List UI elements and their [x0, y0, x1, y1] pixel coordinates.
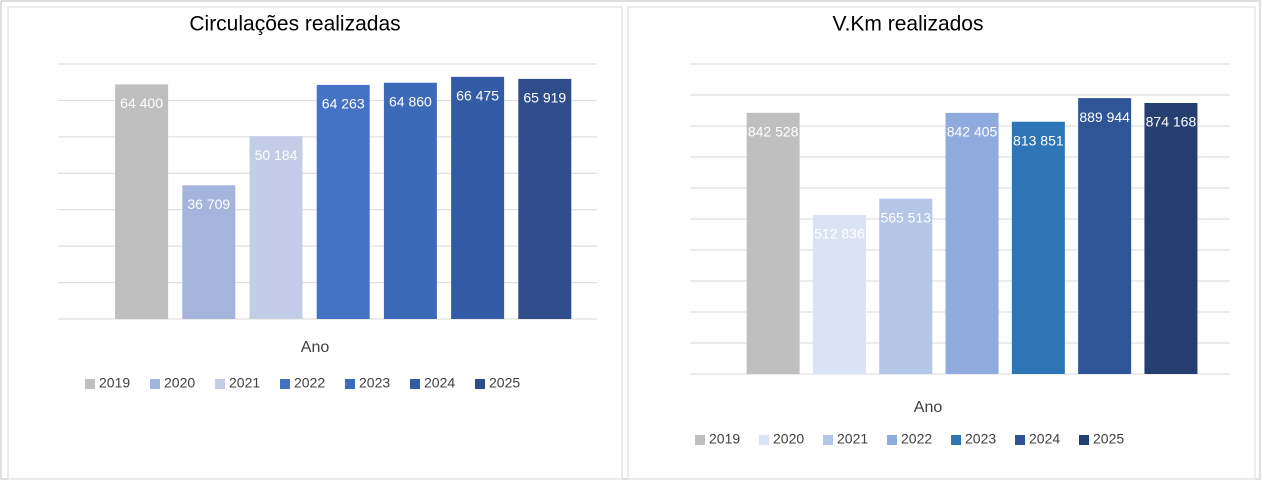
legend-swatch	[85, 379, 95, 389]
legend-label: 2019	[99, 375, 130, 391]
legend-label: 2023	[359, 375, 390, 391]
data-label: 36 709	[187, 196, 230, 212]
bar	[115, 84, 169, 320]
legend-swatch	[410, 379, 420, 389]
bar	[518, 78, 572, 319]
data-label: 64 400	[120, 95, 163, 111]
data-label: 565 513	[880, 209, 931, 225]
legend-label: 2022	[901, 431, 932, 447]
data-label: 512 836	[814, 226, 865, 242]
data-label: 50 184	[255, 147, 298, 163]
data-label: 842 405	[947, 124, 998, 140]
data-label: 64 263	[322, 96, 365, 112]
chart-title: Circulações realizadas	[189, 13, 400, 36]
legend-label: 2020	[773, 431, 804, 447]
legend-label: 2024	[1029, 431, 1060, 447]
bar	[451, 76, 505, 320]
bar	[812, 215, 866, 374]
bar	[945, 112, 999, 375]
legend-swatch	[823, 435, 833, 445]
x-axis-title: Ano	[301, 339, 330, 356]
legend-label: 2021	[837, 431, 868, 447]
bar	[1144, 103, 1198, 374]
legend-swatch	[887, 435, 897, 445]
bar	[879, 198, 933, 374]
legend-swatch	[759, 435, 769, 445]
legend-label: 2024	[424, 375, 455, 391]
legend-label: 2022	[294, 375, 325, 391]
bar	[746, 112, 800, 375]
bar	[383, 82, 437, 319]
bar	[316, 84, 370, 319]
legend-swatch	[951, 435, 961, 445]
bar	[182, 185, 236, 319]
x-axis-title: Ano	[914, 399, 943, 416]
legend-label: 2025	[489, 375, 520, 391]
bar	[1078, 98, 1132, 374]
bar	[1011, 121, 1065, 374]
legend-swatch	[150, 379, 160, 389]
legend-label: 2020	[164, 375, 195, 391]
legend-label: 2023	[965, 431, 996, 447]
data-label: 65 919	[523, 90, 566, 106]
data-label: 66 475	[456, 88, 499, 104]
legend-swatch	[215, 379, 225, 389]
legend-swatch	[1079, 435, 1089, 445]
data-label: 64 860	[389, 93, 432, 109]
data-label: 889 944	[1079, 109, 1130, 125]
data-label: 842 528	[748, 124, 799, 140]
legend-swatch	[1015, 435, 1025, 445]
legend-swatch	[280, 379, 290, 389]
bar	[249, 136, 303, 319]
legend-label: 2025	[1093, 431, 1124, 447]
data-label: 874 168	[1146, 114, 1197, 130]
legend-swatch	[475, 379, 485, 389]
legend-label: 2021	[229, 375, 260, 391]
legend-label: 2019	[709, 431, 740, 447]
chart-title: V.Km realizados	[833, 13, 984, 36]
legend-swatch	[345, 379, 355, 389]
data-label: 813 851	[1013, 132, 1064, 148]
legend-swatch	[695, 435, 705, 445]
